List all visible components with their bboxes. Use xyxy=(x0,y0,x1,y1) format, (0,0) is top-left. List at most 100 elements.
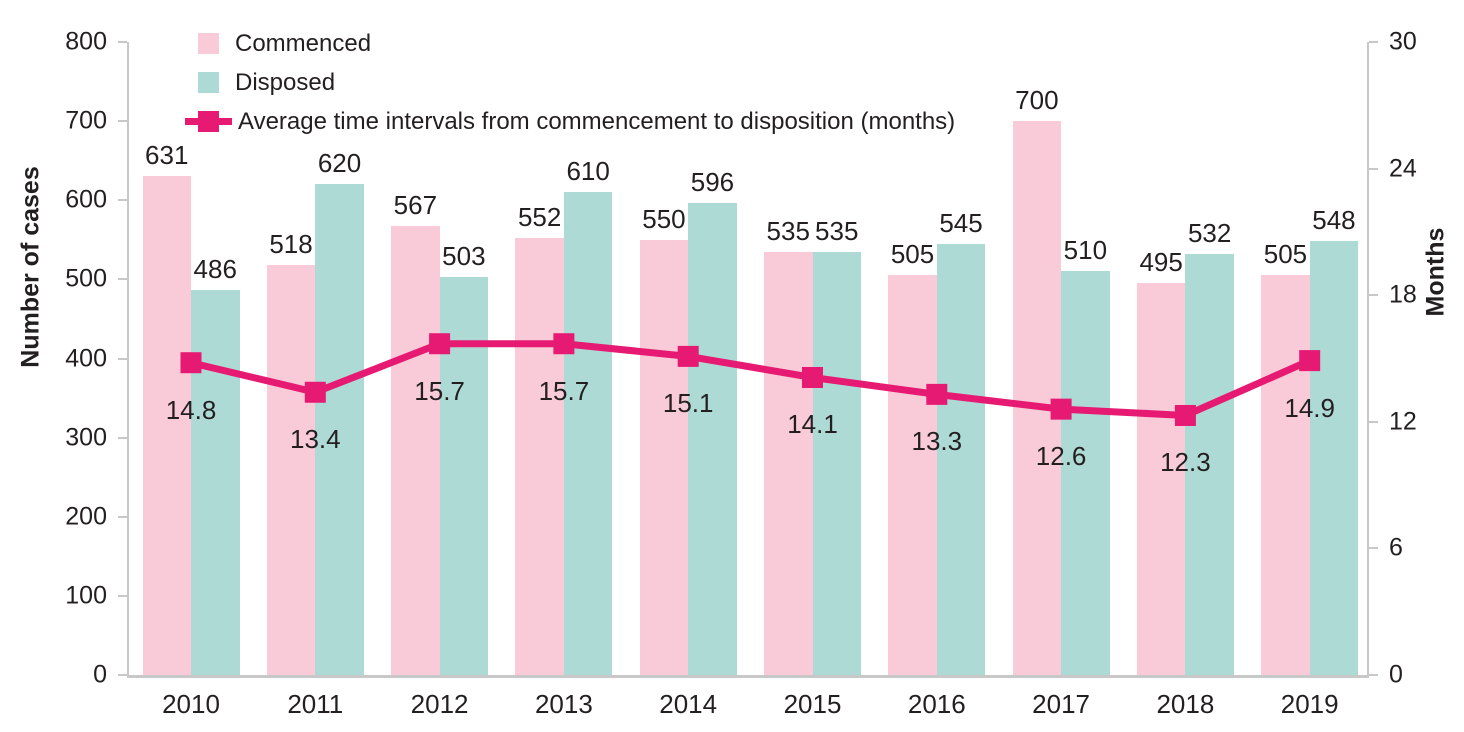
month-label-2017: 12.6 xyxy=(1035,441,1087,472)
line-series-swatch-icon xyxy=(185,111,232,132)
value-label-disposed-2014: 596 xyxy=(690,167,735,198)
right-axis-tick xyxy=(1369,294,1378,297)
right-axis-tick xyxy=(1369,674,1378,676)
bar-commenced-2014 xyxy=(639,239,689,675)
bar-commenced-2012 xyxy=(391,226,440,675)
left-axis-line xyxy=(127,42,129,678)
month-label-2014: 15.1 xyxy=(662,388,714,419)
month-label-2015: 14.1 xyxy=(787,409,838,440)
bar-disposed-2017 xyxy=(1061,271,1110,675)
value-label-commenced-2019: 505 xyxy=(1263,239,1308,270)
left-axis-tick xyxy=(118,199,127,202)
disposed-swatch-icon xyxy=(198,72,219,93)
bar-commenced-2019 xyxy=(1261,275,1310,675)
left-axis-tick xyxy=(118,41,127,43)
commenced-swatch-icon xyxy=(198,33,219,54)
month-label-2013: 15.7 xyxy=(538,375,590,406)
bar-commenced-2013 xyxy=(515,238,564,675)
value-label-commenced-2018: 495 xyxy=(1139,247,1183,278)
left-axis-tick-label: 400 xyxy=(65,344,107,372)
left-axis-tick xyxy=(118,436,127,439)
value-label-commenced-2015: 535 xyxy=(766,215,810,246)
left-axis-tick-label: 600 xyxy=(65,185,107,214)
left-axis-tick-label: 300 xyxy=(65,423,107,452)
right-axis-line xyxy=(1367,42,1369,678)
month-label-2012: 15.7 xyxy=(414,375,465,406)
bar-disposed-2010 xyxy=(191,290,240,675)
left-axis-tick xyxy=(118,594,127,597)
left-axis-title: Number of cases xyxy=(16,166,45,368)
bottom-axis-line xyxy=(127,675,1369,678)
bar-disposed-2013 xyxy=(563,192,613,675)
legend-item-commenced: Commenced xyxy=(198,31,955,56)
left-axis-tick-label: 500 xyxy=(65,264,107,293)
bar-disposed-2016 xyxy=(936,243,986,675)
left-axis-tick-label: 800 xyxy=(65,27,107,56)
value-label-commenced-2011: 518 xyxy=(269,229,313,260)
year-label-2017: 2017 xyxy=(1032,689,1091,719)
year-label-2010: 2010 xyxy=(162,689,220,719)
bar-disposed-2012 xyxy=(439,277,489,675)
right-axis-tick-label: 6 xyxy=(1389,533,1403,562)
legend-label-commenced: Commenced xyxy=(235,29,372,57)
right-axis-tick xyxy=(1369,41,1378,43)
legend-item-average-line: Average time intervals from commencement… xyxy=(185,107,956,135)
value-label-disposed-2016: 545 xyxy=(939,207,983,238)
month-label-2016: 13.3 xyxy=(911,426,963,457)
bar-commenced-2018 xyxy=(1136,283,1186,675)
year-label-2016: 2016 xyxy=(907,689,966,719)
value-label-disposed-2015: 535 xyxy=(815,215,859,246)
left-axis-tick xyxy=(118,674,127,676)
right-axis-tick xyxy=(1369,547,1378,550)
bar-disposed-2018 xyxy=(1185,254,1234,675)
left-axis-tick-label: 0 xyxy=(93,660,107,689)
value-label-disposed-2018: 532 xyxy=(1187,218,1232,249)
bar-disposed-2019 xyxy=(1309,241,1359,675)
value-label-disposed-2019: 548 xyxy=(1312,205,1356,236)
bar-disposed-2014 xyxy=(688,203,737,675)
value-label-commenced-2016: 505 xyxy=(890,239,935,270)
year-label-2015: 2015 xyxy=(783,689,842,719)
value-label-commenced-2014: 550 xyxy=(642,203,686,234)
bar-commenced-2017 xyxy=(1012,121,1062,675)
value-label-disposed-2010: 486 xyxy=(193,254,237,285)
month-label-2018: 12.3 xyxy=(1160,447,1211,478)
value-label-disposed-2017: 510 xyxy=(1063,235,1108,266)
bar-commenced-2015 xyxy=(764,251,813,675)
legend-label-average-line: Average time intervals from commencement… xyxy=(238,107,956,135)
month-label-2010: 14.8 xyxy=(165,394,217,425)
legend-label-disposed: Disposed xyxy=(235,68,336,96)
legend-item-disposed: Disposed xyxy=(198,70,955,95)
right-axis-tick-label: 0 xyxy=(1389,660,1403,689)
value-label-disposed-2013: 610 xyxy=(566,156,610,187)
value-label-disposed-2011: 620 xyxy=(317,148,362,179)
right-axis-tick-label: 24 xyxy=(1389,154,1417,183)
bar-disposed-2011 xyxy=(315,184,364,675)
month-label-2011: 13.4 xyxy=(289,424,341,455)
bar-commenced-2010 xyxy=(142,175,191,675)
left-axis-tick xyxy=(118,357,127,360)
right-axis-tick-label: 18 xyxy=(1389,280,1417,309)
year-label-2013: 2013 xyxy=(534,689,593,719)
left-axis-tick xyxy=(118,278,127,281)
year-label-2018: 2018 xyxy=(1156,689,1215,719)
left-axis-tick-label: 200 xyxy=(65,502,107,531)
left-axis-tick xyxy=(118,120,127,123)
value-label-commenced-2017: 700 xyxy=(1015,85,1059,116)
bar-commenced-2016 xyxy=(888,275,937,675)
left-axis-tick xyxy=(118,515,127,518)
value-label-commenced-2010: 631 xyxy=(145,139,189,170)
legend: Commenced Disposed Average time interval… xyxy=(185,31,956,148)
right-axis-tick-label: 12 xyxy=(1389,407,1417,436)
bar-commenced-2011 xyxy=(266,265,316,675)
value-label-commenced-2012: 567 xyxy=(393,190,438,221)
right-axis-tick xyxy=(1369,167,1378,170)
month-label-2019: 14.9 xyxy=(1284,392,1335,423)
right-axis-tick xyxy=(1369,420,1378,423)
value-label-commenced-2013: 552 xyxy=(517,202,562,233)
year-label-2014: 2014 xyxy=(659,689,718,719)
year-label-2019: 2019 xyxy=(1280,689,1339,719)
bar-disposed-2015 xyxy=(812,251,861,675)
left-axis-tick-label: 100 xyxy=(65,581,107,610)
